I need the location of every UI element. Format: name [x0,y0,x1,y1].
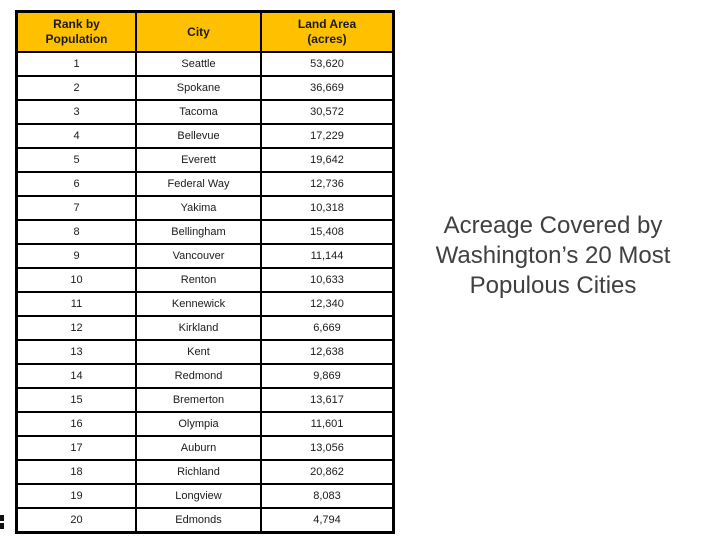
table-row: 2 Spokane 36,669 [15,75,395,101]
table-row: 12 Kirkland 6,669 [15,315,395,341]
rank-cell: 8 [15,219,137,245]
rank-cell: 4 [15,123,137,149]
table-row: 20 Edmonds 4,794 [15,507,395,534]
city-cell: Redmond [135,363,262,389]
slide-title: Acreage Covered by Washington’s 20 Most … [397,211,709,301]
table-row: 4 Bellevue 17,229 [15,123,395,149]
rank-cell: 1 [15,51,137,77]
city-cell: Seattle [135,51,262,77]
area-cell: 11,144 [260,243,395,269]
city-cell: Kirkland [135,315,262,341]
table-row: 17 Auburn 13,056 [15,435,395,461]
table-row: 15 Bremerton 13,617 [15,387,395,413]
slide-title-line-3: Populous Cities [469,272,637,299]
city-cell: Edmonds [135,507,262,534]
city-cell: Renton [135,267,262,293]
rank-cell: 16 [15,411,137,437]
area-cell: 12,736 [260,171,395,197]
header-rank-by-population: Rank by Population [15,10,137,53]
rank-cell: 3 [15,99,137,125]
rank-cell: 2 [15,75,137,101]
table-row: 1 Seattle 53,620 [15,51,395,77]
city-cell: Bellevue [135,123,262,149]
slide-title-line-1: Acreage Covered by [443,212,663,239]
land-area-table: Rank by Population City Land Area (acres… [15,10,395,534]
area-cell: 4,794 [260,507,395,534]
table-body: 1 Seattle 53,620 2 Spokane 36,669 3 Taco… [15,51,395,534]
table-row: 13 Kent 12,638 [15,339,395,365]
city-cell: Olympia [135,411,262,437]
area-cell: 17,229 [260,123,395,149]
table-row: 8 Bellingham 15,408 [15,219,395,245]
city-cell: Longview [135,483,262,509]
city-cell: Yakima [135,195,262,221]
rank-cell: 5 [15,147,137,173]
city-cell: Bellingham [135,219,262,245]
table-row: 7 Yakima 10,318 [15,195,395,221]
area-cell: 20,862 [260,459,395,485]
area-cell: 13,617 [260,387,395,413]
clipped-edge-mark [0,523,4,529]
city-cell: Spokane [135,75,262,101]
table-header: Rank by Population City Land Area (acres… [15,10,395,53]
area-cell: 15,408 [260,219,395,245]
rank-cell: 7 [15,195,137,221]
city-cell: Auburn [135,435,262,461]
slide-title-line-2: Washington’s 20 Most [435,242,671,269]
area-cell: 8,083 [260,483,395,509]
clipped-edge-mark [0,515,4,521]
rank-cell: 12 [15,315,137,341]
rank-cell: 17 [15,435,137,461]
table-row: 5 Everett 19,642 [15,147,395,173]
city-cell: Tacoma [135,99,262,125]
city-cell: Kent [135,339,262,365]
header-row: Rank by Population City Land Area (acres… [15,10,395,53]
table-row: 14 Redmond 9,869 [15,363,395,389]
rank-cell: 6 [15,171,137,197]
city-cell: Everett [135,147,262,173]
rank-cell: 20 [15,507,137,534]
area-cell: 6,669 [260,315,395,341]
area-cell: 30,572 [260,99,395,125]
city-cell: Federal Way [135,171,262,197]
area-cell: 13,056 [260,435,395,461]
table-row: 9 Vancouver 11,144 [15,243,395,269]
table-row: 11 Kennewick 12,340 [15,291,395,317]
rank-cell: 10 [15,267,137,293]
table-row: 19 Longview 8,083 [15,483,395,509]
area-cell: 12,638 [260,339,395,365]
rank-cell: 13 [15,339,137,365]
area-cell: 10,633 [260,267,395,293]
rank-cell: 9 [15,243,137,269]
area-cell: 36,669 [260,75,395,101]
table-row: 3 Tacoma 30,572 [15,99,395,125]
area-cell: 53,620 [260,51,395,77]
header-land-area: Land Area (acres) [260,10,395,53]
area-cell: 11,601 [260,411,395,437]
rank-cell: 11 [15,291,137,317]
table-row: 6 Federal Way 12,736 [15,171,395,197]
table-row: 10 Renton 10,633 [15,267,395,293]
city-cell: Vancouver [135,243,262,269]
table-row: 16 Olympia 11,601 [15,411,395,437]
city-cell: Kennewick [135,291,262,317]
rank-cell: 14 [15,363,137,389]
area-cell: 9,869 [260,363,395,389]
header-city: City [135,10,262,53]
rank-cell: 15 [15,387,137,413]
rank-cell: 18 [15,459,137,485]
rank-cell: 19 [15,483,137,509]
area-cell: 10,318 [260,195,395,221]
table-row: 18 Richland 20,862 [15,459,395,485]
city-cell: Richland [135,459,262,485]
area-cell: 19,642 [260,147,395,173]
area-cell: 12,340 [260,291,395,317]
city-cell: Bremerton [135,387,262,413]
